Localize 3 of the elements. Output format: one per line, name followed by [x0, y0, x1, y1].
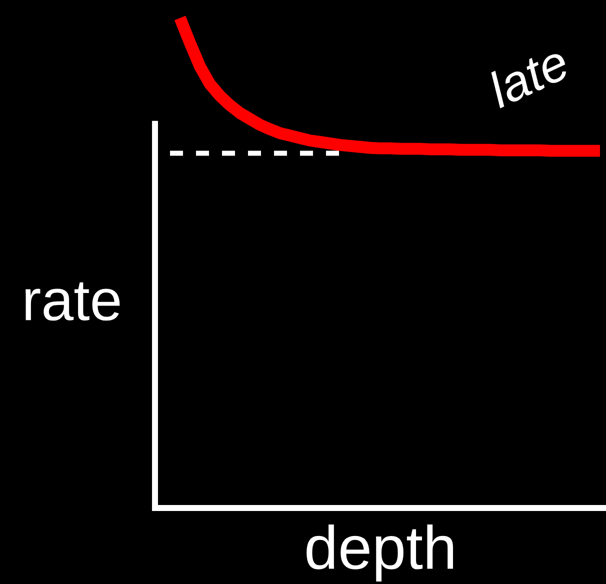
text: late — [484, 42, 572, 109]
x-axis-title: depth — [306, 524, 454, 582]
y-axis-title: rate — [26, 282, 120, 321]
